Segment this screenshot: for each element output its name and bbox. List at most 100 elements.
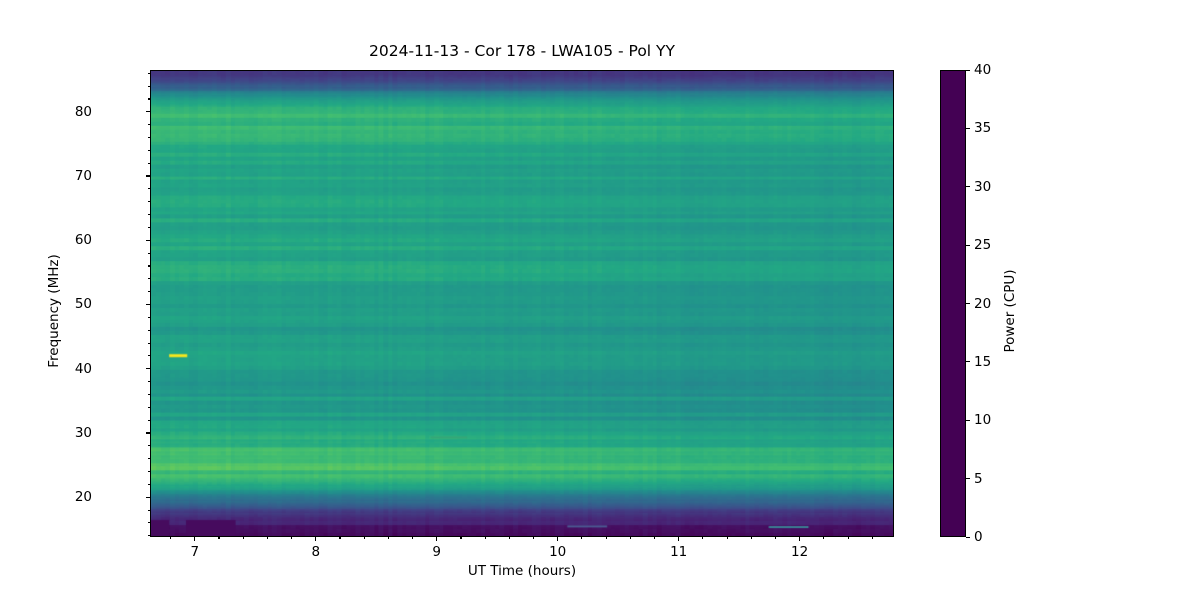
spectrogram-axes[interactable] xyxy=(150,70,894,537)
y-tick-minor xyxy=(147,136,150,139)
x-tick-minor xyxy=(871,537,873,540)
x-tick-minor xyxy=(508,537,510,540)
x-tick-mark xyxy=(194,537,196,541)
y-tick-minor xyxy=(147,265,150,267)
colorbar-tick-label: 40 xyxy=(974,62,992,78)
y-tick-minor xyxy=(147,419,150,421)
colorbar-label: Power (CPU) xyxy=(1002,269,1018,353)
x-tick-mark xyxy=(799,537,801,541)
colorbar-tick-label: 20 xyxy=(974,295,992,312)
y-tick-minor xyxy=(147,406,150,408)
y-tick-minor xyxy=(147,124,150,126)
y-tick-minor xyxy=(147,483,150,485)
y-tick-minor xyxy=(147,188,150,190)
colorbar-tick-label: 0 xyxy=(974,529,983,545)
colorbar-tick-mark xyxy=(966,361,970,363)
x-tick-minor xyxy=(242,537,244,540)
x-tick-minor xyxy=(266,537,268,540)
colorbar-tick-mark xyxy=(966,127,970,129)
y-tick-minor xyxy=(147,535,150,537)
x-tick-minor xyxy=(170,537,172,540)
y-tick-label: 80 xyxy=(74,103,92,120)
y-tick-minor xyxy=(147,381,150,383)
x-tick-mark xyxy=(557,537,559,541)
x-tick-minor xyxy=(823,537,825,540)
x-tick-label: 9 xyxy=(432,544,441,560)
x-tick-minor xyxy=(653,537,656,540)
x-tick-minor xyxy=(702,537,704,540)
y-tick-minor xyxy=(147,149,150,151)
x-tick-minor xyxy=(532,537,535,540)
y-tick-minor xyxy=(147,342,150,344)
y-tick-minor xyxy=(147,226,150,228)
x-tick-minor xyxy=(750,537,752,540)
y-tick-minor xyxy=(147,291,150,293)
x-tick-minor xyxy=(218,537,220,540)
colorbar-tick-mark xyxy=(966,244,970,246)
y-tick-minor xyxy=(147,458,150,460)
y-tick-label: 40 xyxy=(74,360,92,377)
colorbar-tick-mark xyxy=(966,186,970,188)
x-tick-minor xyxy=(339,537,341,540)
y-tick-label: 20 xyxy=(74,489,92,506)
x-tick-minor xyxy=(726,537,728,540)
colorbar-tick-label: 35 xyxy=(974,120,992,137)
page-title: 2024-11-13 - Cor 178 - LWA105 - Pol YY xyxy=(369,42,675,60)
colorbar-gradient xyxy=(941,71,965,536)
x-tick-minor xyxy=(605,537,607,540)
x-tick-label: 7 xyxy=(190,544,200,560)
y-tick-mark xyxy=(146,432,150,434)
y-tick-mark xyxy=(146,368,150,370)
x-tick-label: 8 xyxy=(311,544,321,560)
y-tick-minor xyxy=(147,393,150,395)
colorbar[interactable] xyxy=(940,70,966,537)
x-tick-minor xyxy=(291,537,293,540)
y-tick-minor xyxy=(147,72,150,74)
y-tick-minor xyxy=(147,201,150,203)
x-tick-minor xyxy=(387,537,389,540)
y-tick-label: 30 xyxy=(74,424,92,441)
x-tick-minor xyxy=(774,537,777,540)
y-tick-minor xyxy=(147,316,150,318)
x-tick-mark xyxy=(678,537,680,541)
x-tick-minor xyxy=(484,537,486,540)
y-tick-minor xyxy=(147,252,150,254)
y-tick-label: 60 xyxy=(74,232,92,249)
y-tick-mark xyxy=(146,496,150,498)
colorbar-tick-mark xyxy=(966,303,970,305)
y-tick-mark xyxy=(146,239,150,241)
x-tick-minor xyxy=(412,537,414,540)
colorbar-tick-mark xyxy=(966,419,970,421)
colorbar-tick-label: 5 xyxy=(974,470,983,487)
y-tick-minor xyxy=(147,214,150,216)
y-tick-mark xyxy=(146,303,150,306)
x-tick-minor xyxy=(581,537,583,540)
x-tick-label: 10 xyxy=(549,544,567,560)
y-tick-minor xyxy=(147,355,150,357)
y-tick-minor xyxy=(147,445,150,447)
x-tick-mark xyxy=(436,537,438,541)
x-tick-minor xyxy=(460,537,462,540)
colorbar-tick-mark xyxy=(966,536,970,538)
y-tick-minor xyxy=(147,162,150,164)
colorbar-tick-label: 25 xyxy=(974,237,992,254)
spectrogram-image xyxy=(151,71,893,536)
y-tick-mark xyxy=(146,175,150,177)
colorbar-tick-mark xyxy=(966,69,970,71)
y-tick-mark xyxy=(146,111,150,113)
y-tick-minor xyxy=(147,85,150,87)
x-tick-minor xyxy=(847,537,849,540)
y-tick-minor xyxy=(147,329,150,331)
y-axis: 20 30 40 50 60 70 80 xyxy=(0,0,150,600)
y-tick-minor xyxy=(147,470,150,473)
y-tick-minor xyxy=(147,522,150,524)
x-tick-minor xyxy=(629,537,631,540)
colorbar-tick-label: 15 xyxy=(974,353,992,370)
y-tick-label: 50 xyxy=(74,296,92,313)
y-tick-minor xyxy=(147,509,150,511)
x-tick-label: 12 xyxy=(791,544,809,560)
colorbar-tick-label: 30 xyxy=(974,178,992,195)
colorbar-tick-label: 10 xyxy=(974,412,992,429)
